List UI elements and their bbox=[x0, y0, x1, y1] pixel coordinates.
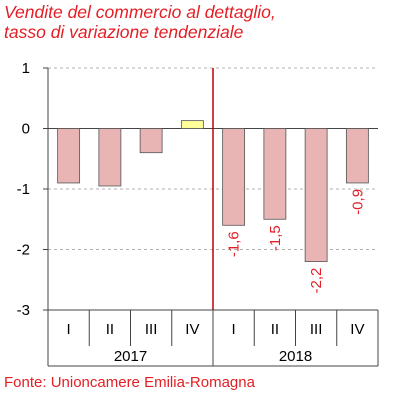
category-label: I bbox=[67, 321, 71, 338]
title-line-2: tasso di variazione tendenziale bbox=[4, 22, 244, 42]
title-line-1: Vendite del commercio al dettaglio, bbox=[4, 2, 276, 22]
group-label: 2017 bbox=[114, 348, 147, 365]
bar bbox=[222, 128, 246, 226]
group-label: 2018 bbox=[279, 348, 312, 365]
bar bbox=[345, 128, 369, 184]
category-label: III bbox=[310, 321, 323, 338]
category-label: II bbox=[106, 321, 114, 338]
category-label: II bbox=[271, 321, 279, 338]
bar bbox=[304, 128, 328, 263]
category-label: IV bbox=[185, 321, 199, 338]
y-tick-label: -1 bbox=[17, 181, 30, 198]
bar bbox=[98, 128, 122, 187]
bar bbox=[57, 128, 81, 184]
y-tick-label: -3 bbox=[17, 302, 30, 319]
data-label: -1,5 bbox=[267, 225, 284, 251]
category-label: IV bbox=[350, 321, 364, 338]
category-label: I bbox=[232, 321, 236, 338]
data-label: -0,9 bbox=[349, 189, 366, 215]
data-label: -1,6 bbox=[226, 231, 243, 257]
bar bbox=[263, 128, 287, 220]
y-tick-label: -2 bbox=[17, 242, 30, 259]
bar bbox=[139, 128, 163, 154]
data-label: -2,2 bbox=[308, 268, 325, 294]
category-label: III bbox=[145, 321, 158, 338]
y-tick-label: 0 bbox=[22, 121, 30, 138]
chart-title: Vendite del commercio al dettaglio, tass… bbox=[4, 2, 396, 42]
bar bbox=[180, 120, 204, 129]
source-note: Fonte: Unioncamere Emilia-Romagna bbox=[4, 374, 255, 391]
y-tick-label: 1 bbox=[22, 60, 30, 77]
